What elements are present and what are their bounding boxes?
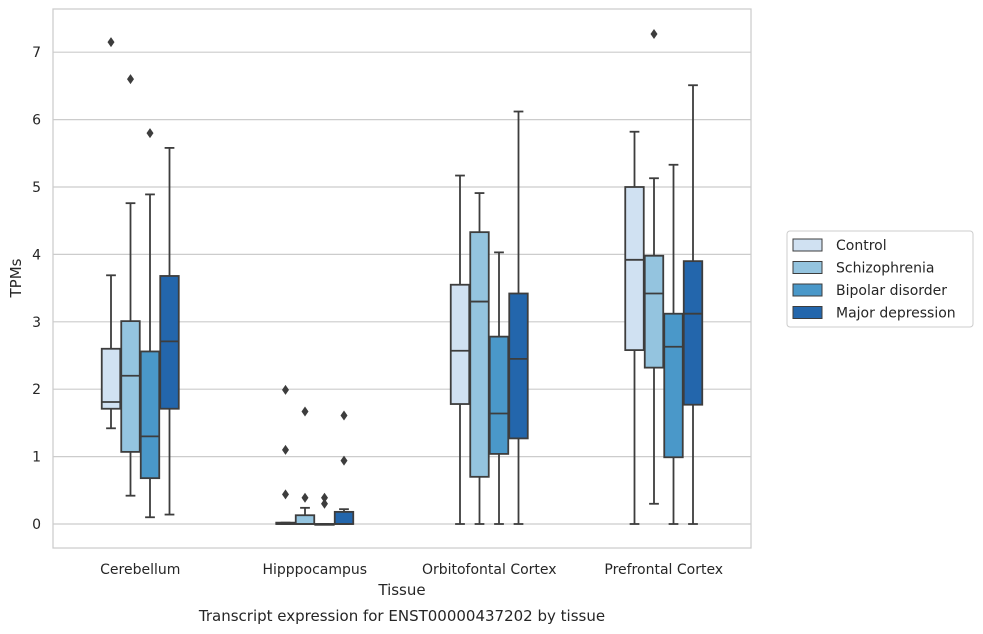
box-iqr bbox=[469, 231, 490, 478]
outlier-point bbox=[321, 492, 328, 503]
y-tick-label: 3 bbox=[32, 315, 41, 331]
box-group bbox=[624, 29, 704, 525]
legend-label: Bipolar disorder bbox=[836, 283, 947, 299]
outlier-point bbox=[127, 74, 134, 85]
legend-swatch bbox=[792, 283, 823, 297]
box-groups bbox=[100, 29, 704, 526]
y-ticks: 0 1 2 3 4 5 6 7 bbox=[32, 45, 41, 533]
outlier-point bbox=[107, 37, 115, 48]
box-iqr bbox=[624, 186, 645, 352]
x-axis-title: Tissue bbox=[377, 581, 425, 599]
x-ticks: Cerebellum Hipppocampus Orbitofontal Corte… bbox=[100, 562, 723, 578]
box bbox=[120, 74, 141, 497]
box-iqr bbox=[508, 292, 529, 440]
box bbox=[159, 147, 180, 516]
outlier-point bbox=[650, 29, 658, 40]
box-iqr bbox=[682, 260, 704, 406]
box-group bbox=[449, 110, 529, 525]
box bbox=[333, 410, 355, 525]
box bbox=[469, 192, 490, 525]
box bbox=[508, 110, 529, 525]
box-iqr bbox=[120, 320, 141, 453]
box bbox=[314, 492, 335, 526]
chart-caption: Transcript expression for ENST0000043720… bbox=[198, 607, 605, 625]
box-iqr bbox=[663, 312, 684, 459]
box-iqr bbox=[449, 283, 471, 405]
box bbox=[449, 174, 471, 525]
box-iqr bbox=[100, 347, 122, 410]
legend-label: Schizophrenia bbox=[836, 261, 934, 277]
outlier-point bbox=[301, 492, 309, 503]
x-tick-label: Hipppocampus bbox=[262, 562, 367, 578]
legend-label: Control bbox=[836, 238, 887, 254]
x-tick-label: Orbitofontal Cortex bbox=[422, 562, 557, 578]
legend-swatch bbox=[792, 238, 823, 252]
legend-swatch bbox=[792, 306, 823, 319]
box-iqr bbox=[139, 350, 161, 480]
x-tick-label: Cerebellum bbox=[100, 562, 180, 578]
y-tick-label: 5 bbox=[32, 180, 41, 196]
box bbox=[663, 163, 684, 525]
y-axis-title: TPMs bbox=[7, 258, 25, 298]
box bbox=[643, 29, 665, 505]
y-tick-label: 7 bbox=[32, 45, 41, 61]
outlier-point bbox=[282, 444, 289, 455]
outlier-point bbox=[340, 455, 348, 466]
legend-label: Major depression bbox=[836, 306, 956, 322]
legend-frame bbox=[786, 230, 974, 328]
box bbox=[294, 406, 316, 525]
plot-frame bbox=[52, 8, 752, 549]
box-group bbox=[100, 37, 180, 519]
box bbox=[100, 37, 122, 430]
y-tick-label: 4 bbox=[32, 247, 41, 263]
box-group bbox=[275, 384, 355, 526]
legend: Control Schizophrenia Bipolar disorder Majo… bbox=[786, 230, 974, 328]
y-tick-label: 1 bbox=[32, 450, 41, 466]
outlier-point bbox=[282, 489, 289, 500]
box-iqr bbox=[159, 275, 180, 410]
y-tick-label: 0 bbox=[32, 517, 41, 533]
outlier-point bbox=[340, 410, 348, 421]
box bbox=[624, 130, 645, 525]
y-tick-label: 6 bbox=[32, 113, 41, 129]
box-iqr bbox=[294, 514, 316, 525]
y-tick-label: 2 bbox=[32, 382, 41, 398]
box bbox=[139, 128, 161, 519]
box bbox=[275, 384, 296, 525]
box bbox=[488, 251, 510, 525]
outlier-point bbox=[301, 406, 309, 417]
x-tick-label: Prefrontal Cortex bbox=[604, 562, 723, 578]
box-iqr bbox=[643, 254, 665, 369]
box-iqr bbox=[488, 335, 510, 455]
legend-swatch bbox=[792, 261, 823, 274]
outlier-point bbox=[321, 498, 328, 509]
box-iqr bbox=[333, 510, 355, 525]
box bbox=[682, 84, 704, 525]
outlier-point bbox=[282, 384, 289, 395]
outlier-point bbox=[146, 128, 154, 139]
